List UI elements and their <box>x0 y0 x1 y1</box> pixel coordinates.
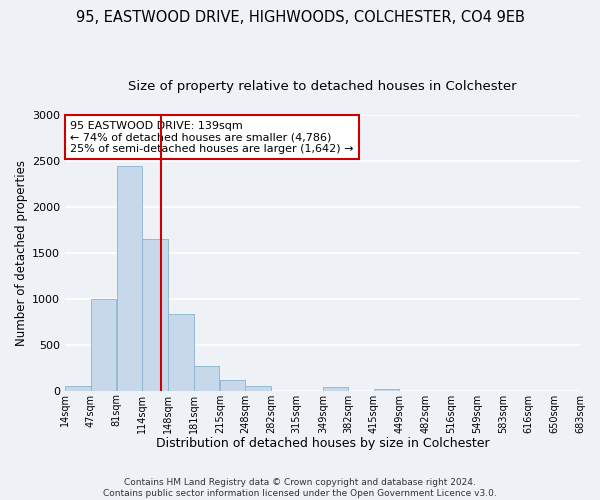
Text: 95, EASTWOOD DRIVE, HIGHWOODS, COLCHESTER, CO4 9EB: 95, EASTWOOD DRIVE, HIGHWOODS, COLCHESTE… <box>76 10 524 25</box>
Bar <box>168 314 194 390</box>
Y-axis label: Number of detached properties: Number of detached properties <box>15 160 28 346</box>
Text: Contains HM Land Registry data © Crown copyright and database right 2024.
Contai: Contains HM Land Registry data © Crown c… <box>103 478 497 498</box>
Bar <box>117 166 142 390</box>
Bar <box>142 239 167 390</box>
Bar <box>194 366 219 390</box>
Bar <box>245 386 271 390</box>
Text: 95 EASTWOOD DRIVE: 139sqm
← 74% of detached houses are smaller (4,786)
25% of se: 95 EASTWOOD DRIVE: 139sqm ← 74% of detac… <box>70 120 354 154</box>
Bar <box>374 389 399 390</box>
Bar <box>65 386 91 390</box>
X-axis label: Distribution of detached houses by size in Colchester: Distribution of detached houses by size … <box>156 437 490 450</box>
Bar <box>323 387 349 390</box>
Title: Size of property relative to detached houses in Colchester: Size of property relative to detached ho… <box>128 80 517 93</box>
Bar <box>91 299 116 390</box>
Bar <box>220 380 245 390</box>
